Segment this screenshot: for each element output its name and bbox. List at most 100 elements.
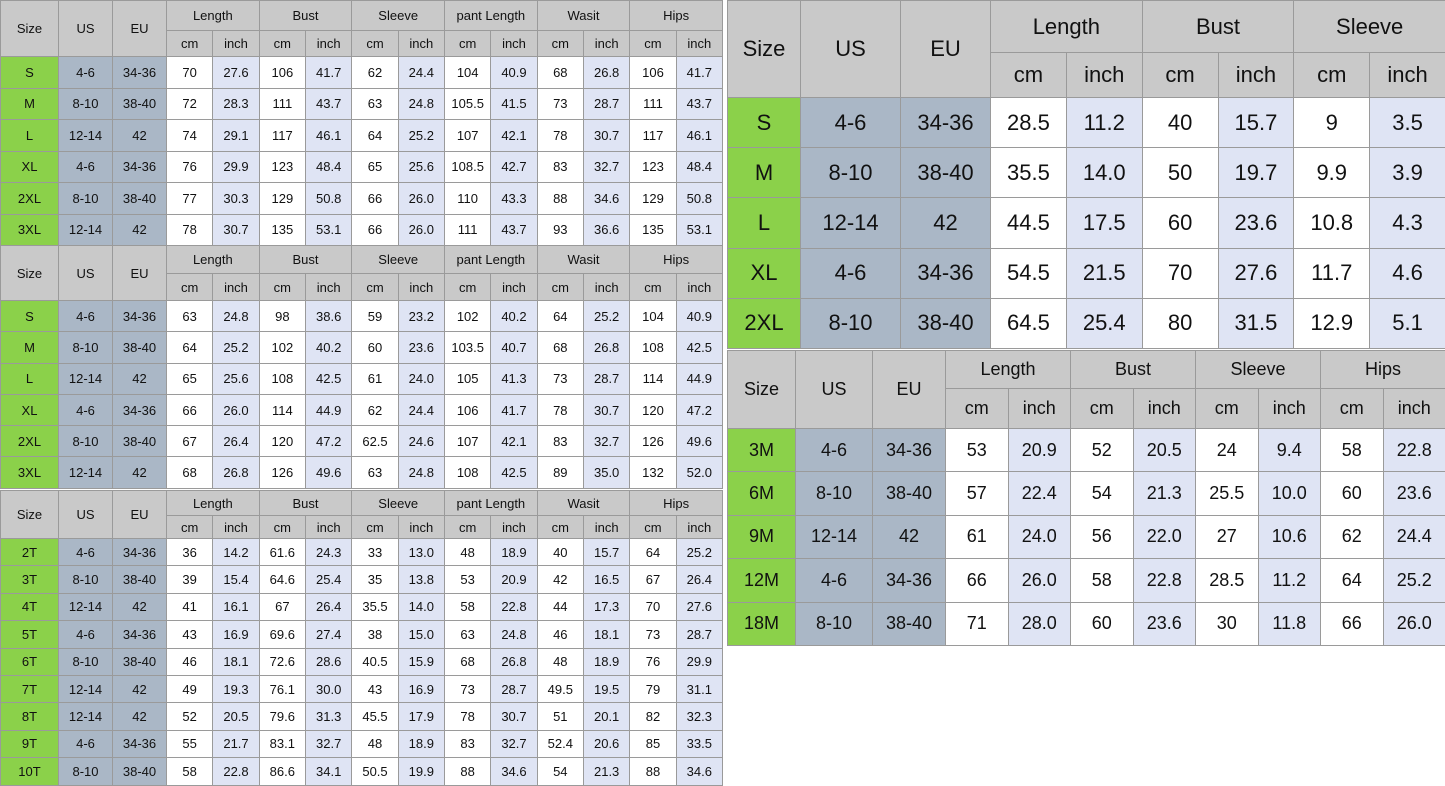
cm-value-cell: 73 xyxy=(630,621,676,648)
inch-value-cell: 48.4 xyxy=(306,151,352,183)
eu-size-cell: 34-36 xyxy=(873,429,946,472)
cm-value-cell: 135 xyxy=(630,214,676,246)
us-size-cell: 12-14 xyxy=(59,214,113,246)
inch-value-cell: 43.3 xyxy=(491,183,537,215)
inch-value-cell: 25.2 xyxy=(1383,559,1445,602)
unit-header-inch: inch xyxy=(491,516,537,539)
cm-value-cell: 135 xyxy=(259,214,305,246)
us-size-cell: 4-6 xyxy=(59,301,113,332)
inch-value-cell: 28.7 xyxy=(491,675,537,702)
cm-value-cell: 12.9 xyxy=(1294,298,1370,348)
inch-value-cell: 20.9 xyxy=(491,566,537,593)
cm-value-cell: 27 xyxy=(1196,515,1259,558)
cm-value-cell: 107 xyxy=(445,120,491,152)
inch-value-cell: 26.0 xyxy=(1008,559,1071,602)
eu-size-cell: 34-36 xyxy=(113,301,167,332)
inch-value-cell: 21.3 xyxy=(1133,472,1196,515)
inch-value-cell: 30.7 xyxy=(583,394,629,425)
inch-value-cell: 11.2 xyxy=(1258,559,1321,602)
measurement-group-header: Bust xyxy=(259,246,352,274)
inch-value-cell: 26.8 xyxy=(583,332,629,363)
measurement-group-header: Sleeve xyxy=(352,491,445,516)
inch-value-cell: 21.5 xyxy=(1066,248,1142,298)
cm-value-cell: 24 xyxy=(1196,429,1259,472)
inch-value-cell: 30.7 xyxy=(583,120,629,152)
size-cell: M xyxy=(728,148,801,198)
cm-value-cell: 60 xyxy=(352,332,398,363)
unit-header-inch: inch xyxy=(676,31,722,57)
cm-value-cell: 88 xyxy=(445,758,491,785)
cm-value-cell: 83 xyxy=(445,730,491,757)
inch-value-cell: 14.2 xyxy=(213,539,259,566)
inch-value-cell: 23.6 xyxy=(398,332,444,363)
size-cell: 3XL xyxy=(1,457,59,488)
eu-size-cell: 38-40 xyxy=(113,426,167,457)
cm-value-cell: 54 xyxy=(1071,472,1134,515)
cm-value-cell: 61 xyxy=(946,515,1009,558)
unit-header-inch: inch xyxy=(1370,53,1445,98)
unit-header-inch: inch xyxy=(583,516,629,539)
us-size-cell: 12-14 xyxy=(801,198,901,248)
inch-value-cell: 21.3 xyxy=(583,758,629,785)
inch-value-cell: 28.7 xyxy=(676,621,722,648)
size-cell: 3XL xyxy=(1,214,59,246)
size-cell: 4T xyxy=(1,593,59,620)
us-size-cell: 8-10 xyxy=(59,183,113,215)
cm-value-cell: 105.5 xyxy=(445,88,491,120)
eu-size-cell: 38-40 xyxy=(873,472,946,515)
inch-value-cell: 15.9 xyxy=(398,648,444,675)
cm-value-cell: 46 xyxy=(167,648,213,675)
eu-size-cell: 42 xyxy=(113,593,167,620)
inch-value-cell: 24.8 xyxy=(398,88,444,120)
inch-value-cell: 23.2 xyxy=(398,301,444,332)
cm-value-cell: 55 xyxy=(167,730,213,757)
unit-header-cm: cm xyxy=(1142,53,1218,98)
inch-value-cell: 32.7 xyxy=(491,730,537,757)
measurement-group-header: Sleeve xyxy=(1196,351,1321,389)
inch-value-cell: 52.0 xyxy=(676,457,722,488)
unit-header-cm: cm xyxy=(537,516,583,539)
us-header: US xyxy=(801,1,901,98)
inch-value-cell: 14.0 xyxy=(398,593,444,620)
cm-value-cell: 98 xyxy=(259,301,305,332)
inch-value-cell: 26.4 xyxy=(306,593,352,620)
inch-value-cell: 42.1 xyxy=(491,426,537,457)
cm-value-cell: 108 xyxy=(259,363,305,394)
inch-value-cell: 26.8 xyxy=(583,57,629,89)
eu-size-cell: 34-36 xyxy=(113,621,167,648)
inch-value-cell: 11.2 xyxy=(1066,98,1142,148)
inch-value-cell: 25.4 xyxy=(306,566,352,593)
measurement-group-header: Wasit xyxy=(537,1,630,31)
us-size-cell: 12-14 xyxy=(59,120,113,152)
inch-value-cell: 40.7 xyxy=(491,332,537,363)
measurement-group-header: Bust xyxy=(259,491,352,516)
inch-value-cell: 20.1 xyxy=(583,703,629,730)
inch-value-cell: 34.6 xyxy=(583,183,629,215)
inch-value-cell: 53.1 xyxy=(676,214,722,246)
unit-header-inch: inch xyxy=(398,516,444,539)
cm-value-cell: 11.7 xyxy=(1294,248,1370,298)
inch-value-cell: 32.7 xyxy=(583,151,629,183)
us-header: US xyxy=(59,246,113,301)
inch-value-cell: 26.0 xyxy=(1383,602,1445,645)
us-size-cell: 4-6 xyxy=(59,151,113,183)
us-size-cell: 4-6 xyxy=(796,429,873,472)
cm-value-cell: 63 xyxy=(352,88,398,120)
cm-value-cell: 69.6 xyxy=(259,621,305,648)
size-cell: 12M xyxy=(728,559,796,602)
inch-value-cell: 23.6 xyxy=(1218,198,1294,248)
size-cell: 18M xyxy=(728,602,796,645)
inch-value-cell: 27.6 xyxy=(213,57,259,89)
cm-value-cell: 102 xyxy=(445,301,491,332)
us-size-cell: 8-10 xyxy=(59,566,113,593)
